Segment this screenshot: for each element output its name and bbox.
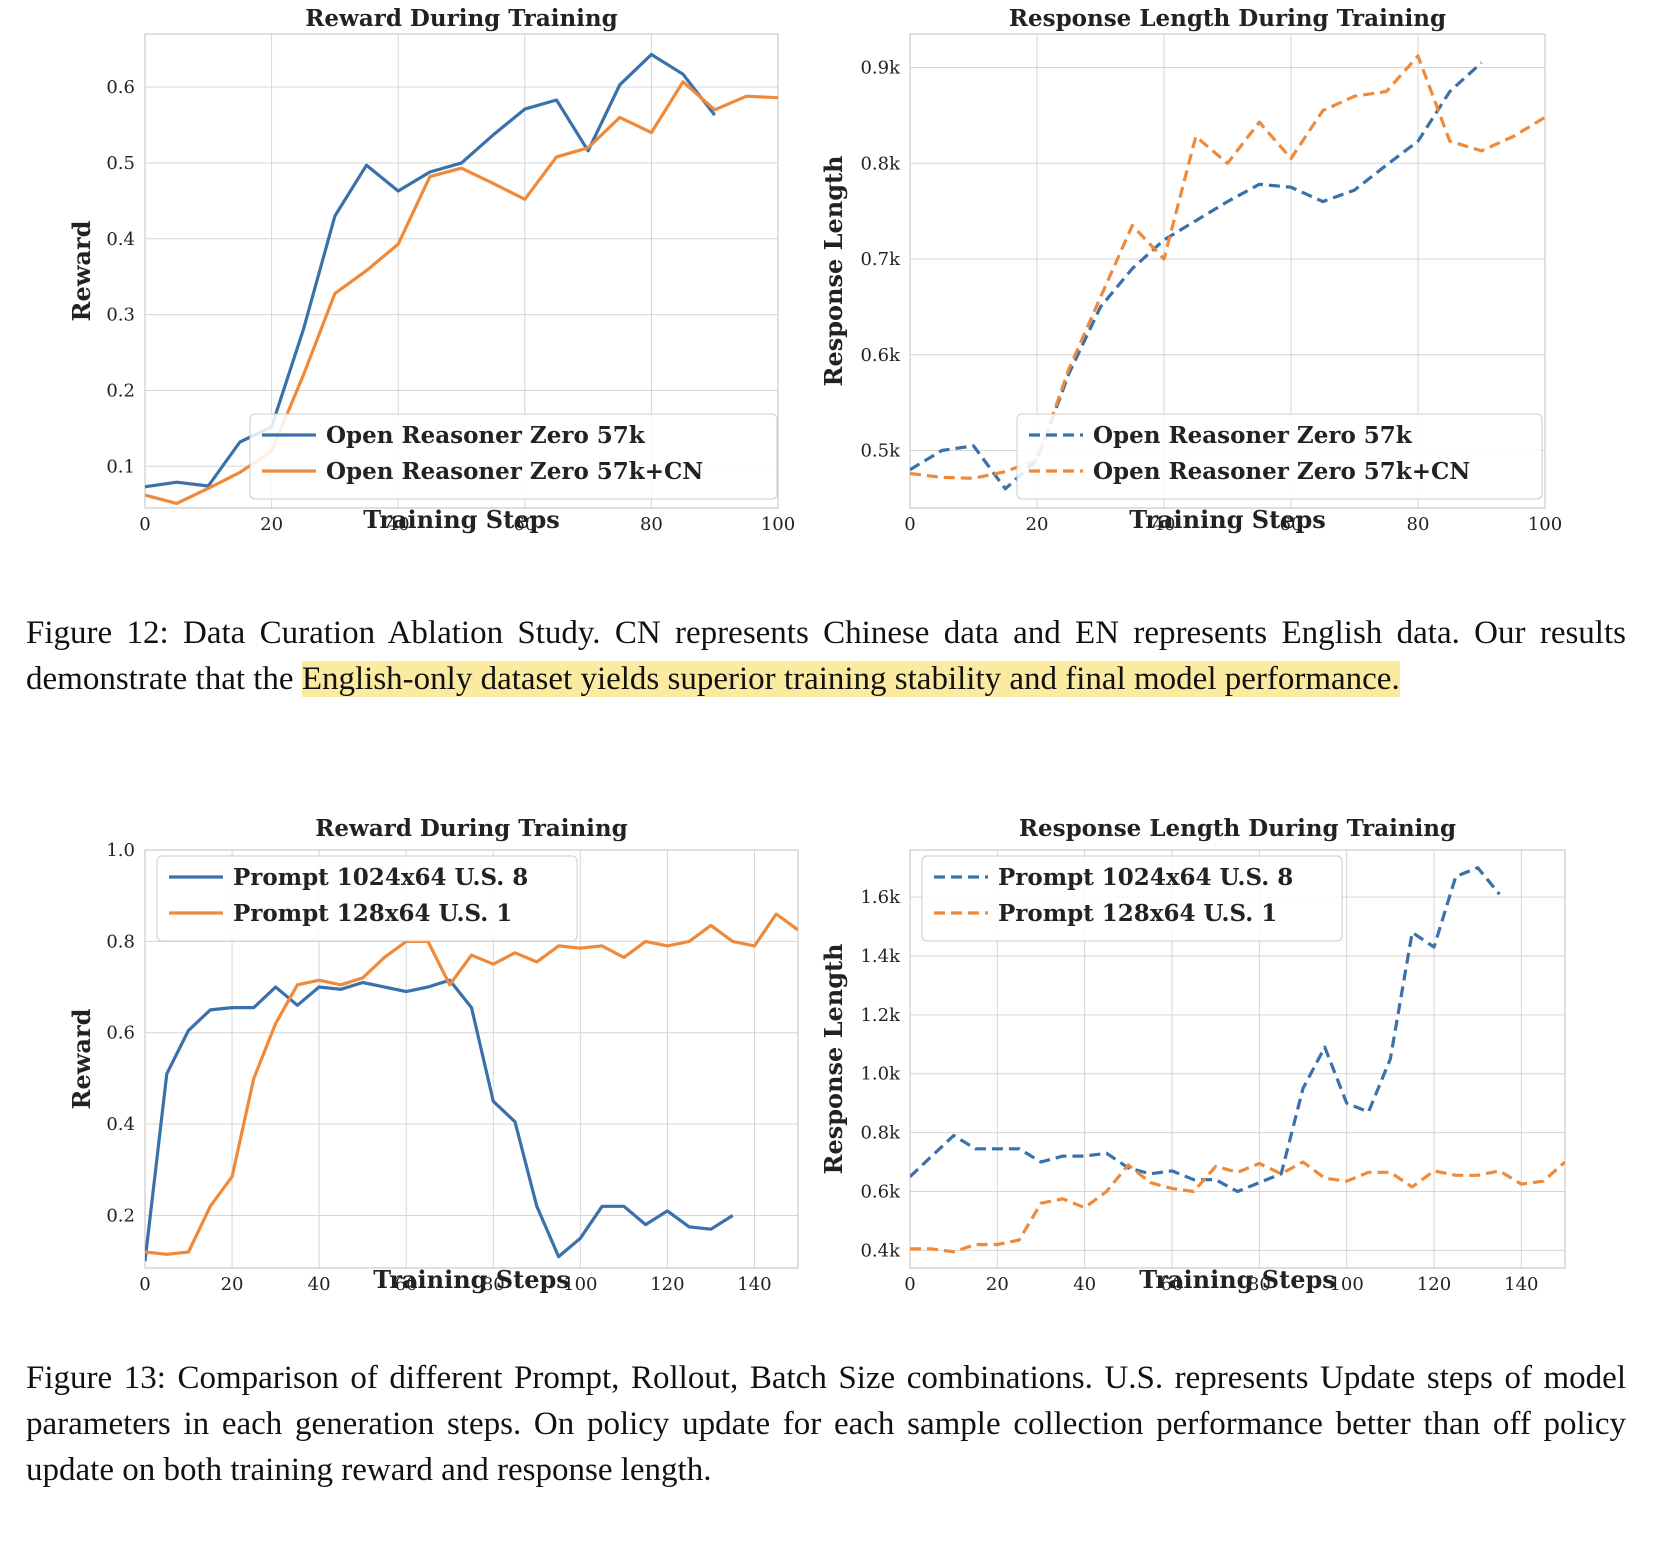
y-tick-label: 0.6 [106,77,135,98]
x-tick-label: 100 [1528,514,1562,535]
x-tick-label: 80 [640,514,663,535]
y-tick-label: 1.4k [860,946,901,967]
x-axis-label: Training Steps [1129,505,1326,534]
x-tick-label: 60 [1161,1274,1184,1295]
series-line-1 [910,61,1483,491]
y-tick-label: 0.6 [106,1023,135,1044]
x-axis-label: Training Steps [363,505,560,534]
legend-box [249,413,778,500]
x-tick-label: 140 [1504,1274,1538,1295]
x-tick-label: 60 [1280,514,1303,535]
legend-box [156,855,578,942]
y-tick-label: 0.8 [106,931,135,952]
x-tick-label: 20 [260,514,283,535]
y-tick-label: 1.0k [860,1064,901,1085]
x-tick-label: 120 [650,1274,684,1295]
plot-frame [909,33,1546,509]
series-line-2 [910,54,1545,480]
figure12-reward-chart: 0 20 40 60 80 100 0.1 0.2 0.3 0.4 0.5 0.6 Reward Dur… [67,5,795,535]
x-axis-label: Training Steps [1139,1265,1336,1294]
x-tick-label: 40 [387,514,410,535]
y-tick-label: 1.6k [860,887,901,908]
legend-label: Prompt 128x64 U.S. 1 [233,900,512,927]
figure13-length-chart: 0 20 40 60 80 100 120 140 0.4k 0.6k 0.8k 1.0k 1.2k 1.… [819,815,1566,1295]
x-tick-label: 140 [737,1274,771,1295]
x-tick-label: 0 [904,514,915,535]
y-tick-label: 0.7k [860,249,901,270]
legend-box [921,855,1343,942]
y-tick-label: 1.2k [860,1005,901,1026]
legend-box [1016,413,1543,500]
y-tick-label: 0.4 [106,1114,135,1135]
y-tick-label: 0.4k [860,1240,901,1261]
x-tick-label: 40 [1153,514,1176,535]
y-tick-label: 0.4 [106,229,135,250]
x-tick-label: 60 [395,1274,418,1295]
x-tick-label: 120 [1417,1274,1451,1295]
legend-label: Prompt 1024x64 U.S. 8 [998,864,1293,891]
figure12-caption: Figure 12: Data Curation Ablation Study.… [26,610,1626,702]
chart-title: Reward During Training [305,5,617,32]
x-tick-label: 80 [482,1274,505,1295]
x-tick-label: 80 [1407,514,1430,535]
x-tick-label: 0 [139,1274,150,1295]
legend-label: Prompt 128x64 U.S. 1 [998,900,1277,927]
x-axis-label: Training Steps [373,1265,570,1294]
x-tick-label: 20 [221,1274,244,1295]
y-axis-label: Response Length [819,943,848,1174]
chart-title: Reward During Training [315,815,627,842]
y-tick-label: 0.3 [106,305,135,326]
y-tick-label: 0.1 [106,456,135,477]
y-axis-label: Reward [67,1008,96,1109]
y-tick-label: 0.5k [860,441,901,462]
figure12-caption-highlight: English-only dataset yields superior tra… [301,661,1400,697]
y-tick-label: 0.2 [106,1205,135,1226]
series-line-2 [145,912,798,1256]
y-tick-label: 0.5 [106,153,135,174]
x-tick-label: 80 [1248,1274,1271,1295]
x-tick-label: 40 [308,1274,331,1295]
figure13-reward-chart: 0 20 40 60 80 100 120 140 0.2 0.4 0.6 0.8 1.0 Reward … [67,815,799,1295]
y-tick-label: 1.0 [106,840,135,861]
y-tick-label: 0.8k [860,153,901,174]
x-tick-label: 60 [513,514,536,535]
legend-label: Open Reasoner Zero 57k+CN [326,458,703,485]
x-tick-label: 100 [1329,1274,1363,1295]
series-line-1 [145,52,716,489]
x-tick-label: 100 [563,1274,597,1295]
y-axis-label: Response Length [819,155,848,386]
y-tick-label: 0.2 [106,380,135,401]
y-tick-label: 0.8k [860,1123,901,1144]
x-tick-label: 20 [986,1274,1009,1295]
plot-frame [144,849,799,1269]
chart-title: Response Length During Training [1019,815,1456,842]
legend-label: Prompt 1024x64 U.S. 8 [233,864,528,891]
y-tick-label: 0.6k [860,1181,901,1202]
figure13-caption: Figure 13: Comparison of different Promp… [26,1360,1626,1488]
figure12-caption-text: Figure 12: Data Curation Ablation Study.… [26,615,1626,697]
chart-title: Response Length During Training [1009,5,1446,32]
y-tick-label: 0.6k [860,345,901,366]
x-tick-label: 40 [1073,1274,1096,1295]
y-axis-label: Reward [67,220,96,321]
legend-label: Open Reasoner Zero 57k [1093,422,1413,449]
legend-label: Open Reasoner Zero 57k+CN [1093,458,1470,485]
plot-frame [909,849,1566,1269]
x-tick-label: 20 [1026,514,1049,535]
figure12-length-chart: 0 20 40 60 80 100 0.5k 0.6k 0.7k 0.8k 0.9k Response… [819,5,1562,535]
x-tick-label: 0 [139,514,150,535]
y-tick-label: 0.9k [860,58,901,79]
x-tick-label: 0 [904,1274,915,1295]
legend-label: Open Reasoner Zero 57k [326,422,646,449]
series-line-1 [145,978,734,1262]
series-line-2 [910,1160,1565,1254]
x-tick-label: 100 [761,514,795,535]
plot-frame [144,33,779,509]
